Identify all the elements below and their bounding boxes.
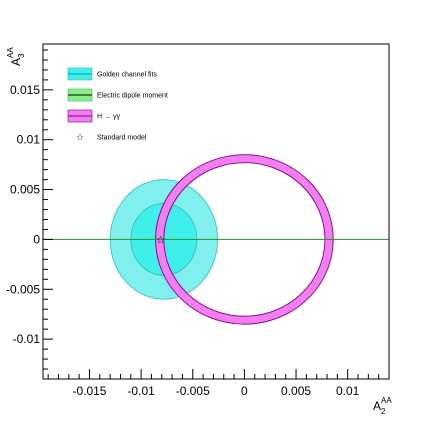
x-tick-label: 0.005	[281, 384, 311, 398]
x-tick-label: -0.005	[176, 384, 210, 398]
x-tick-label: -0.01	[127, 384, 155, 398]
x-tick-label: 0	[241, 384, 248, 398]
plot-area: ☆	[43, 154, 389, 325]
legend-marker-sm: ☆	[76, 133, 84, 143]
legend-label: Golden channel fits	[97, 72, 157, 79]
y-axis-title: AAA 3	[6, 47, 26, 66]
y-tick-label: 0.005	[10, 183, 40, 197]
y-tick-label: -0.01	[13, 332, 41, 346]
x-axis-title: AAA 2	[373, 396, 392, 416]
axes: -0.015 -0.01 -0.005 0 0.005 0.01 -0.01 -0.005 0 0…	[6, 43, 392, 416]
y-tick-label: 0.015	[10, 83, 40, 97]
y-tick-label: 0.01	[17, 133, 41, 147]
y-tick-label: 0	[33, 232, 40, 246]
legend-label: H → γγ	[97, 114, 120, 121]
plot-frame	[42, 43, 390, 380]
y-tick-label: -0.005	[6, 282, 40, 296]
legend: ☆ Golden channel fits Electric dipole mome…	[67, 67, 168, 143]
plot-content: ☆	[43, 154, 389, 325]
x-tick-label: 0.01	[336, 384, 360, 398]
legend-label: Standard model	[97, 135, 147, 142]
x-tick-label: -0.015	[72, 384, 106, 398]
legend-label: Electric dipole moment	[97, 93, 168, 100]
standard-model-point: ☆	[156, 233, 166, 246]
